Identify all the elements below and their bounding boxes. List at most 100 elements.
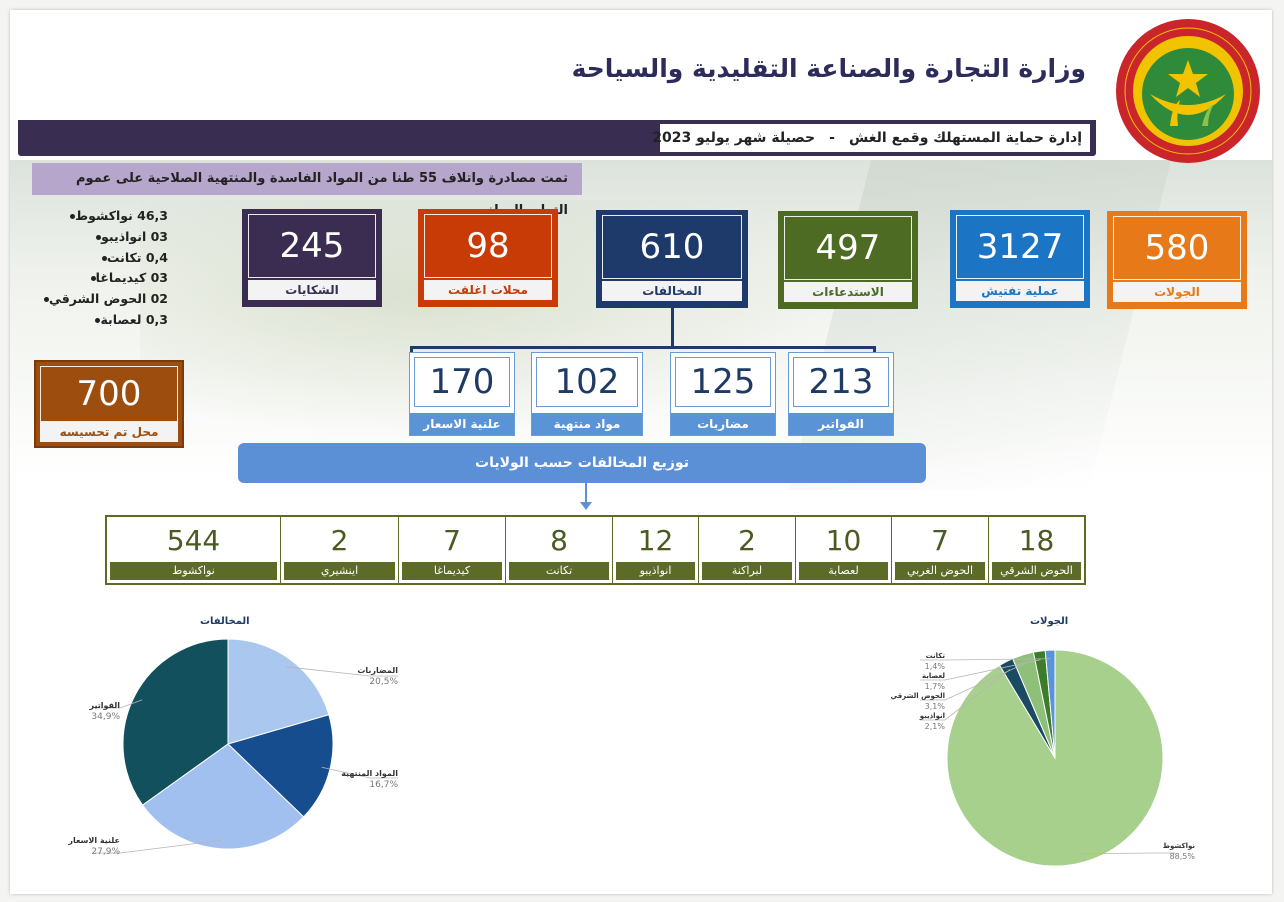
breakdown-price-display: 170 علنية الاسعار [409, 352, 515, 436]
kpi-closed-shops: 98 محلات اغلقت [418, 209, 558, 307]
pie-slice [141, 743, 305, 850]
slice-value: 2,1% [925, 722, 946, 731]
list-item: 03 انواذيبو [28, 227, 168, 248]
kpi-value: 3127 [956, 215, 1084, 279]
list-item: 03 كيديماغا [28, 268, 168, 289]
distribution-title: توزيع المخالفات حسب الولايات [238, 443, 926, 483]
breakdown-label: مواد منتهية [532, 413, 642, 435]
leader-line [95, 839, 222, 854]
breakdown-value: 213 [793, 357, 889, 407]
slice-label: علنية الاسعار [67, 836, 120, 845]
department-name: إدارة حماية المستهلك وقمع الغش [848, 130, 1082, 146]
table-cell: 10 لعصابة [795, 517, 891, 583]
list-item: 02 الحوض الشرقي [28, 289, 168, 310]
pie-slice [1044, 649, 1056, 759]
bullet-icon [96, 234, 102, 240]
breakdown-expired: 102 مواد منتهية [531, 352, 643, 436]
list-item: 46,3 نواكشوط [28, 206, 168, 227]
table-cell: 7 الحوض الغربي [891, 517, 988, 583]
bullet-icon [90, 276, 96, 282]
kpi-value: 98 [424, 214, 552, 278]
header-banner: إدارة حماية المستهلك وقمع الغش-حصيلة شهر… [18, 120, 1096, 156]
seizure-notice: تمت مصادرة واتلاف 55 طنا من المواد الفاس… [32, 163, 582, 218]
kpi-label: الجولات [1113, 282, 1241, 302]
bullet-icon [43, 297, 49, 303]
leader-line [1081, 852, 1175, 855]
list-item: 0,3 لعصابة [28, 310, 168, 331]
slice-label: انواذيبو [919, 712, 945, 720]
slice-label: الحوض الشرقي [891, 692, 946, 700]
slice-label: تكانت [926, 652, 946, 660]
leader-line [920, 659, 1041, 681]
leader-line [920, 662, 1026, 701]
table-cell: 18 الحوض الشرقي [988, 517, 1084, 583]
pie-slice [227, 638, 330, 745]
slice-label: الفواتير [88, 701, 120, 710]
kpi-patrols: 580 الجولات [1107, 211, 1247, 309]
connector-line [671, 308, 674, 348]
leader-line [95, 699, 143, 709]
slice-value: 16,7% [369, 780, 398, 790]
breakdown-invoices: 213 الفواتير [788, 352, 894, 436]
leader-line [920, 658, 1051, 661]
table-cell: 544 نواكشوط [107, 517, 280, 583]
table-cell: 8 تكانت [505, 517, 612, 583]
awareness-value: 700 [40, 366, 178, 422]
slice-value: 1,7% [925, 682, 946, 691]
kpi-value: 610 [602, 215, 742, 279]
kpi-label: الاستدعاءات [784, 282, 912, 302]
slice-value: 34,9% [91, 712, 120, 722]
connector-bus [410, 346, 876, 349]
ministry-title: وزارة التجارة والصناعة التقليدية والسياح… [571, 54, 1086, 83]
slice-value: 27,9% [91, 847, 120, 857]
kpi-value: 497 [784, 216, 912, 280]
slice-value: 88,5% [1170, 852, 1196, 861]
table-cell: 2 اينشيري [280, 517, 398, 583]
mauritania-seal-logo [1116, 19, 1260, 163]
breakdown-label: علنية الاسعار [410, 413, 514, 435]
awareness-box: 700 محل تم تحسيسه [34, 360, 184, 448]
kpi-label: محلات اغلقت [424, 280, 552, 300]
patrols-pie-chart: نواكشوط 88,5% انواذيبو 2,1% الحوض الشرقي 3,1%… [891, 649, 1196, 867]
slice-label: لعصابة [922, 672, 945, 680]
slice-label: المضاربات [357, 666, 398, 675]
violations-pie-chart: الفواتير 34,9% المضاربات 20,5% المواد المنته… [67, 638, 398, 857]
breakdown-value: 102 [536, 357, 638, 407]
seizure-list: 46,3 نواكشوط 03 انواذيبو 0,4 تكانت 03 كي… [28, 206, 168, 331]
table-cell: 7 كيديماغا [398, 517, 505, 583]
kpi-label: الشكايات [248, 280, 376, 300]
awareness-label: محل تم تحسيسه [40, 422, 178, 442]
kpi-value: 245 [248, 214, 376, 278]
kpi-value: 580 [1113, 216, 1241, 280]
table-cell: 12 انواذيبو [612, 517, 698, 583]
report-page: وزارة التجارة والصناعة التقليدية والسياح… [10, 10, 1272, 894]
kpi-complaints: 245 الشكايات [242, 209, 382, 307]
breakdown-label: مضاربات [671, 413, 775, 435]
down-arrow-icon [580, 483, 592, 510]
slice-label: المواد المنتهية [341, 769, 398, 778]
violations-chart-title: المخالفات [200, 616, 250, 627]
leader-line [920, 669, 1011, 721]
report-subtitle: إدارة حماية المستهلك وقمع الغش-حصيلة شهر… [652, 124, 1090, 152]
kpi-label: المخالفات [602, 281, 742, 301]
breakdown-speculation: 125 مضاربات [670, 352, 776, 436]
kpi-violations: 610 المخالفات [596, 210, 748, 308]
kpi-summons: 497 الاستدعاءات [778, 211, 918, 309]
breakdown-label: الفواتير [789, 413, 893, 435]
kpi-inspections: 3127 عملية تفتيش [950, 210, 1090, 308]
slice-value: 20,5% [369, 677, 398, 687]
list-item: 0,4 تكانت [28, 248, 168, 269]
table-cell: 2 لبراكنة [698, 517, 795, 583]
subtitle-separator: - [829, 130, 835, 146]
leader-line [286, 666, 398, 677]
patrols-chart-title: الجولات [1030, 616, 1069, 627]
slice-value: 1,4% [925, 662, 946, 671]
pie-slice [122, 638, 229, 806]
breakdown-value: 170 [414, 357, 510, 407]
slice-label: نواكشوط [1163, 842, 1196, 850]
kpi-label: عملية تفتيش [956, 281, 1084, 301]
bullet-icon [70, 214, 76, 219]
report-period: حصيلة شهر يوليو 2023 [652, 130, 816, 146]
breakdown-value: 125 [675, 357, 771, 407]
